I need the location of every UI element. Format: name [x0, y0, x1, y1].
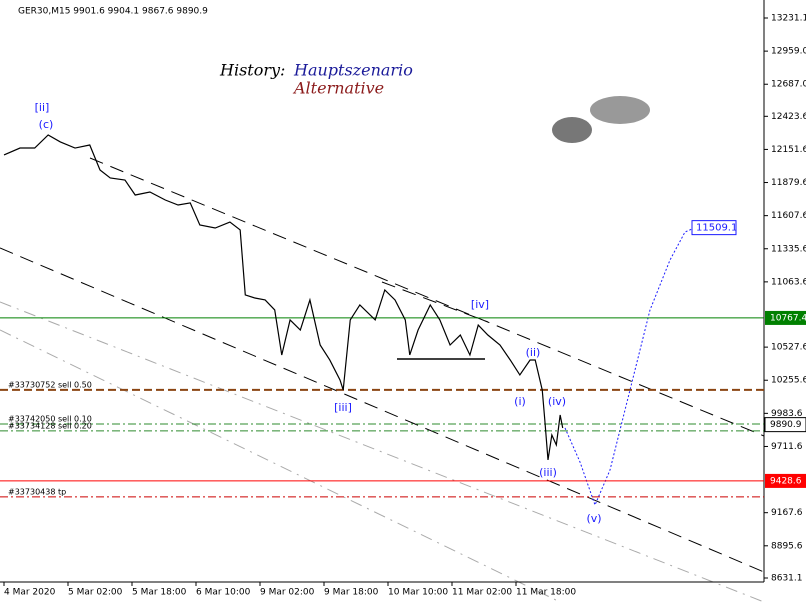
y-tick-label: 8895.6 [771, 541, 803, 551]
legend-label: History: [219, 61, 285, 80]
wave-label: (iv) [548, 395, 566, 408]
wave-label: [iii] [334, 401, 352, 414]
chart-title: GER30,M15 9901.6 9904.1 9867.6 9890.9 [18, 7, 208, 17]
y-tick-label: 12423.6 [771, 112, 806, 122]
alt-channel [0, 301, 765, 603]
y-tick-label: 11335.6 [771, 244, 806, 254]
price-box-label: 9428.6 [770, 476, 802, 486]
order-label: #33734128 sell 0.20 [8, 421, 92, 430]
wave-label: [ii] [35, 101, 50, 114]
x-tick-label: 11 Mar 18:00 [516, 588, 576, 598]
order-label: #33742050 sell 0.10 [8, 415, 92, 424]
last-price-label: 9890.9 [770, 420, 802, 430]
legend-alt: Alternative [292, 79, 384, 98]
x-tick-label: 9 Mar 02:00 [260, 588, 315, 598]
x-tick-label: 5 Mar 02:00 [68, 588, 123, 598]
x-tick-label: 5 Mar 18:00 [132, 588, 187, 598]
y-tick-label: 11879.6 [771, 178, 806, 188]
x-tick-label: 4 Mar 2020 [4, 588, 56, 598]
wave-label: (iii) [539, 466, 557, 479]
y-tick-label: 9983.6 [771, 409, 803, 419]
y-tick-label: 11607.6 [771, 211, 806, 221]
projection [564, 228, 693, 507]
y-tick-label: 11063.6 [771, 277, 806, 287]
price-box [765, 310, 806, 325]
price-box [765, 473, 806, 488]
price-line-series [3, 134, 564, 461]
y-tick-label: 12959.0 [771, 47, 806, 57]
trend-line [381, 281, 489, 323]
wave-label: [iv] [471, 298, 489, 311]
channel-bottom [0, 247, 765, 573]
target-label: 11509.1 [696, 223, 737, 234]
bear [552, 117, 592, 143]
y-tick-label: 9167.6 [771, 508, 803, 518]
target-box [691, 220, 737, 236]
wave-label: (i) [514, 395, 526, 408]
bull-bear [552, 96, 650, 143]
y-tick-label: 12151.6 [771, 145, 806, 155]
wave-label: (c) [39, 118, 54, 131]
y-tick-label: 12687.0 [771, 80, 806, 90]
bull [590, 96, 650, 124]
price-box-label: 10767.4 [770, 313, 806, 323]
order-label: #33730438 tp [8, 487, 66, 496]
alt-line [0, 301, 765, 603]
wave-label: (ii) [526, 346, 541, 359]
x-tick-label: 9 Mar 18:00 [324, 588, 379, 598]
y-tick-label: 10527.6 [771, 343, 806, 353]
y-tick-label: 9711.6 [771, 442, 803, 452]
y-tick-label: 13231.1 [771, 14, 806, 24]
x-tick-label: 6 Mar 10:00 [196, 588, 251, 598]
x-tick-label: 11 Mar 02:00 [452, 588, 512, 598]
order-label: #33730752 sell 0.50 [8, 380, 92, 389]
y-tick-label: 8631.1 [771, 574, 803, 584]
legend-main: Hauptszenario [293, 61, 413, 80]
y-tick-label: 10255.6 [771, 376, 806, 386]
wave-label: (v) [586, 512, 601, 525]
x-tick-label: 10 Mar 10:00 [388, 588, 448, 598]
last-price-box [764, 417, 806, 433]
